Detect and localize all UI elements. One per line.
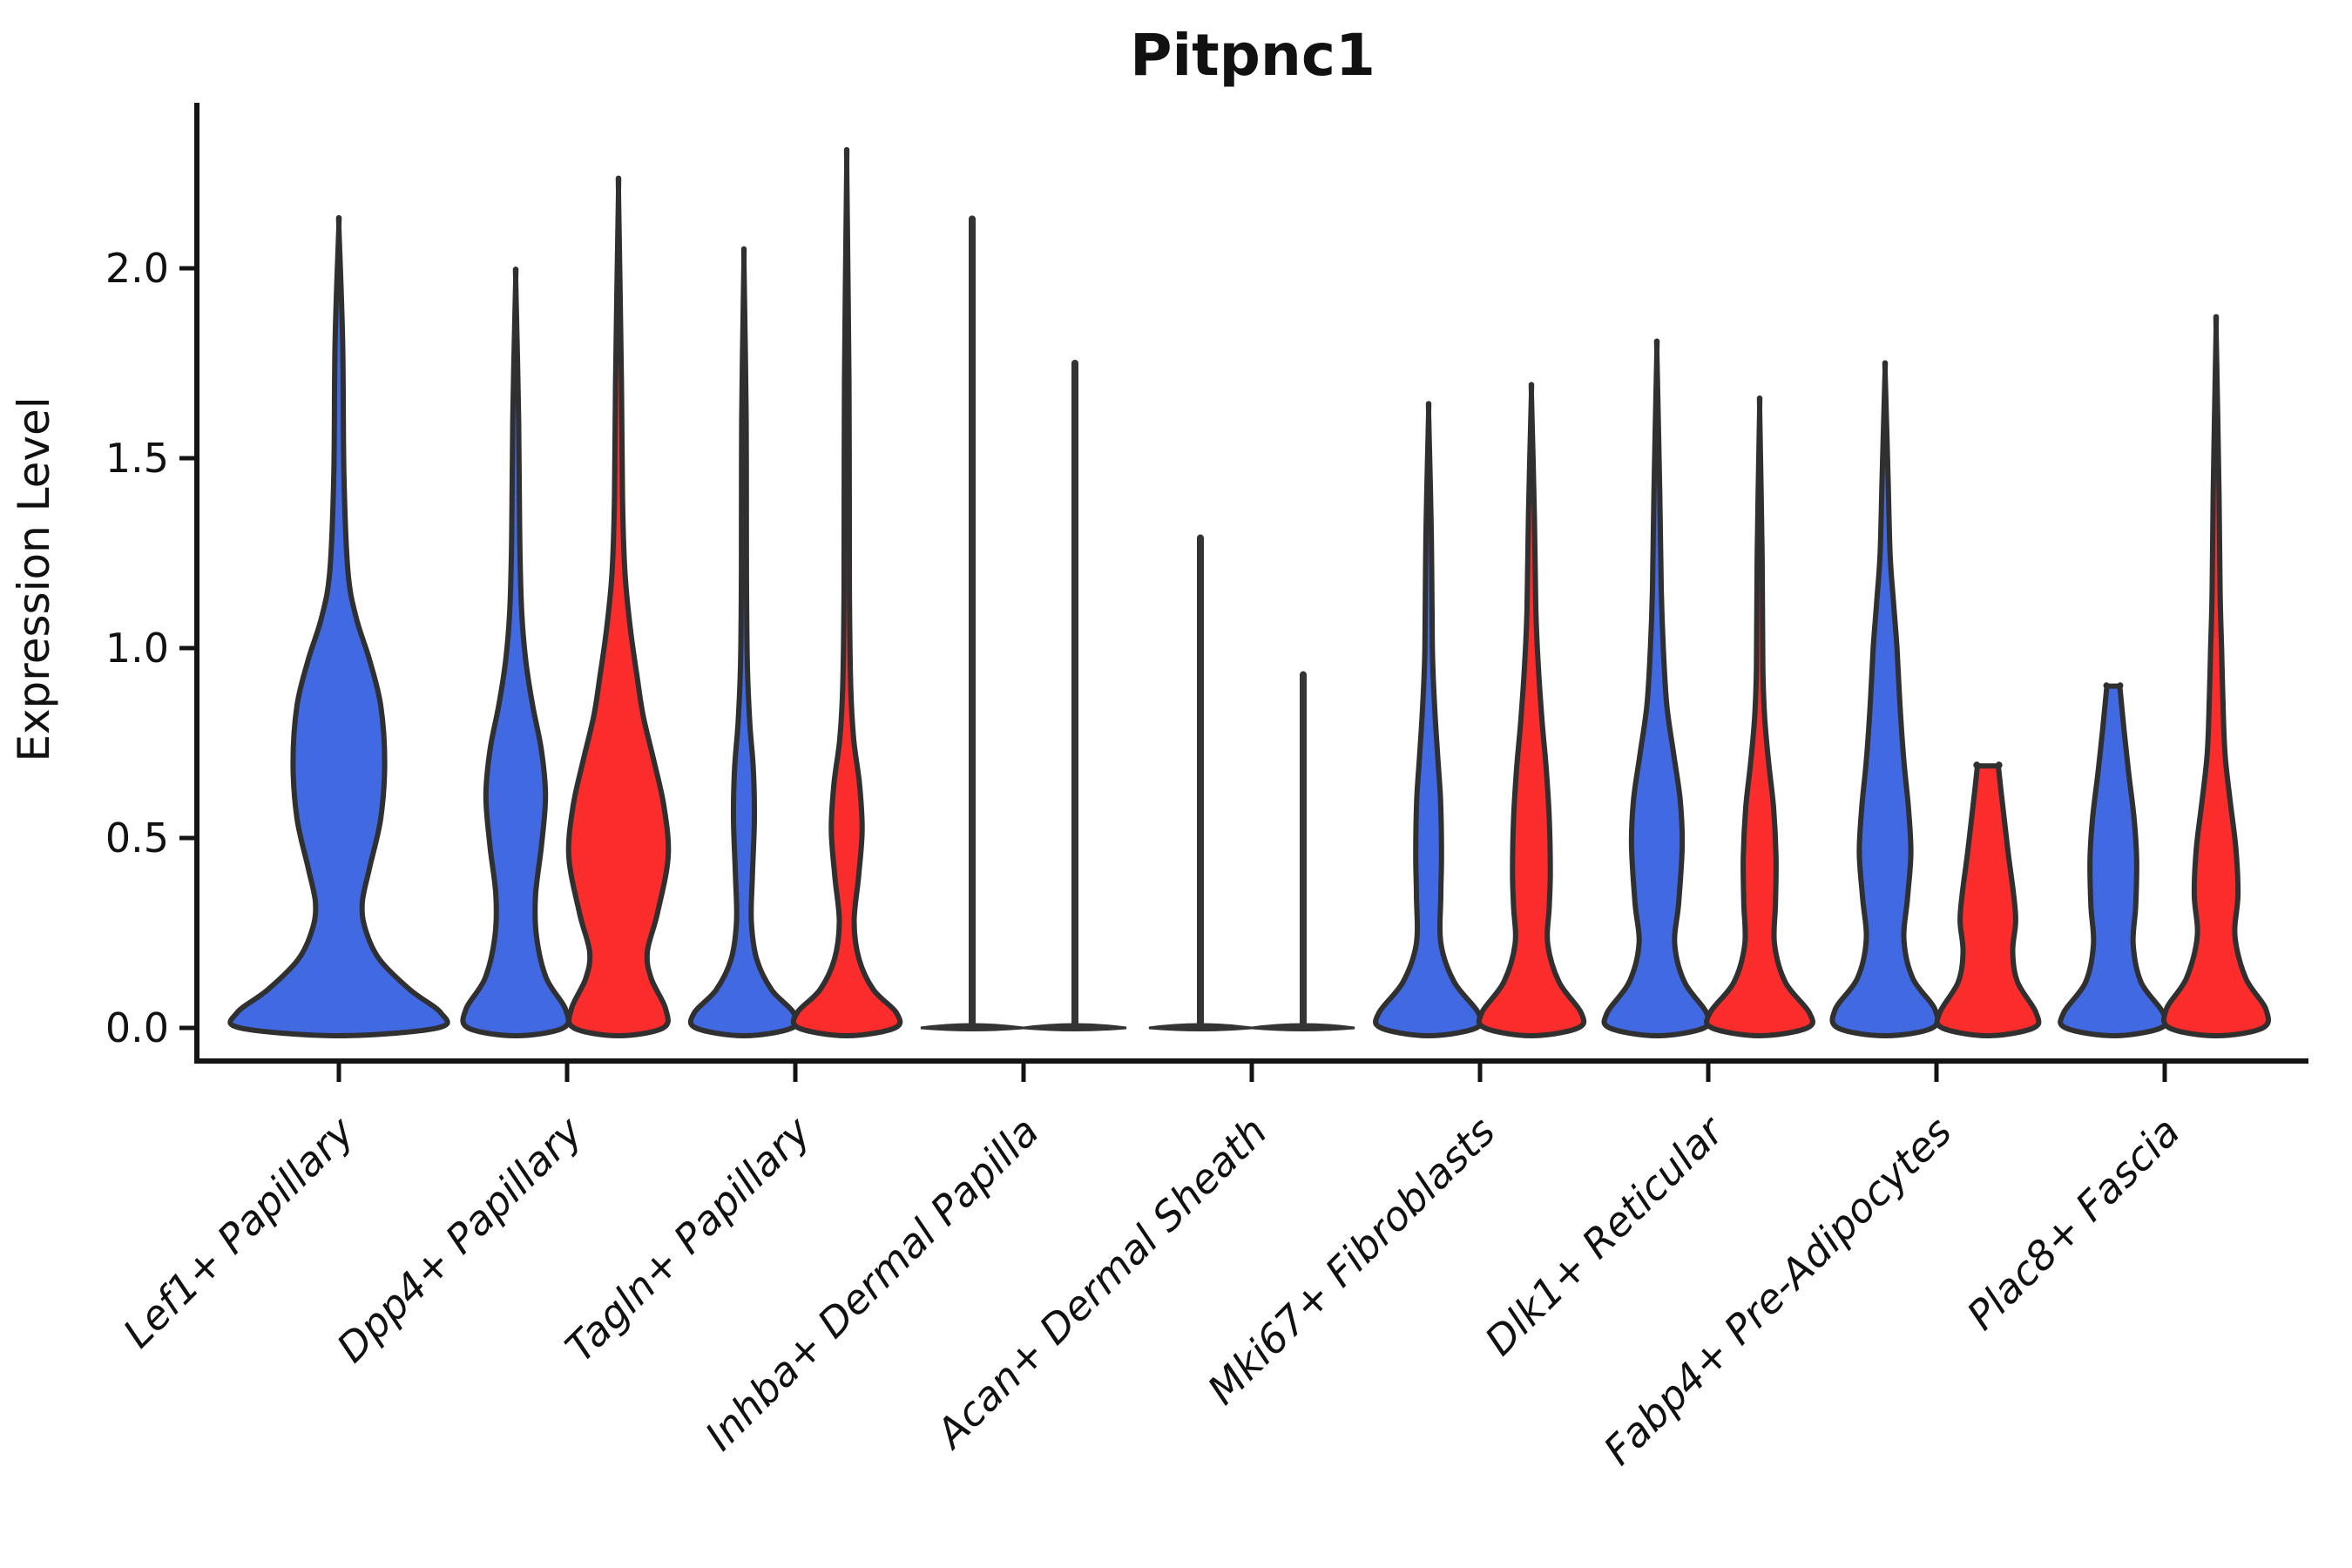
violin-group — [920, 215, 1127, 1031]
violin-blue — [460, 267, 571, 1038]
y-axis-label: Expression Level — [9, 396, 59, 761]
violin-red — [565, 175, 672, 1038]
violin-blue — [1373, 401, 1484, 1038]
violin-group — [1601, 338, 1815, 1038]
violins-layer — [227, 147, 2272, 1038]
y-tick-label: 1.0 — [105, 625, 169, 672]
violin-blue — [1829, 360, 1941, 1038]
violin-red — [1704, 395, 1815, 1038]
violin-blue — [2058, 682, 2169, 1038]
x-tick-label: Lef1+ Papillary — [114, 1107, 363, 1356]
violin-red — [790, 147, 903, 1038]
violin-group — [227, 215, 450, 1038]
violin-group — [1373, 382, 1587, 1038]
violin-group — [2058, 314, 2272, 1038]
violin-group — [687, 147, 903, 1038]
violin-red — [1934, 761, 2042, 1038]
y-tick-label: 0.0 — [105, 1004, 169, 1051]
violin-blue — [1601, 338, 1713, 1038]
x-tick-label: Plac8+ Fascia — [1957, 1108, 2188, 1339]
x-tick-label: Tagln+ Papillary — [556, 1107, 820, 1371]
violin-red — [2160, 314, 2272, 1038]
violin-blue — [227, 215, 450, 1038]
violin-group — [460, 175, 672, 1038]
violin-blue — [687, 246, 801, 1038]
axes-layer — [179, 103, 2308, 1082]
y-tick-label: 2.0 — [105, 245, 169, 292]
y-tick-label: 0.5 — [105, 814, 169, 862]
x-tick-label: Dpp4+ Papillary — [328, 1107, 591, 1371]
violin-group — [1148, 534, 1355, 1031]
violin-red — [1476, 382, 1587, 1038]
y-tick-label: 1.5 — [105, 435, 169, 482]
chart-title: Pitpnc1 — [1130, 22, 1375, 89]
violin-group — [1829, 360, 2042, 1038]
x-tick-label: Dlk1+ Reticular — [1476, 1105, 1734, 1364]
